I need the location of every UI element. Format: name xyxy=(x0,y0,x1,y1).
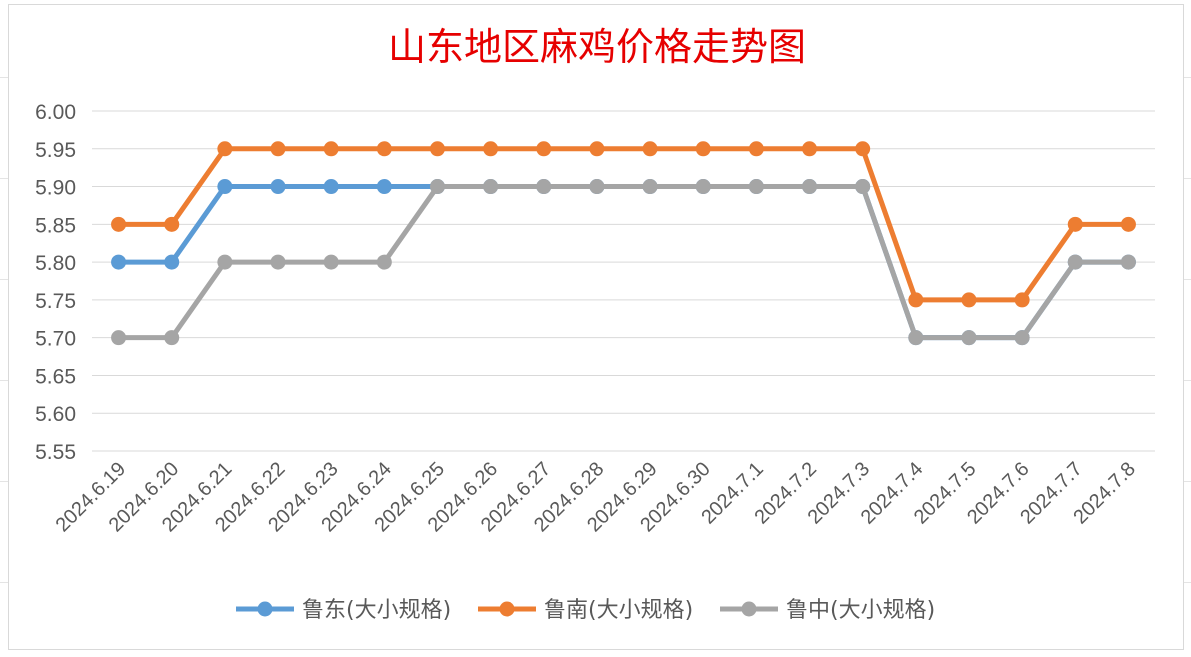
legend-label: 鲁南(大小规格) xyxy=(544,598,693,623)
series-1 xyxy=(111,141,1136,308)
data-point[interactable] xyxy=(270,141,286,157)
data-point[interactable] xyxy=(802,179,818,195)
data-point[interactable] xyxy=(164,216,180,232)
data-point[interactable] xyxy=(429,179,445,195)
data-point[interactable] xyxy=(217,141,233,157)
legend-marker xyxy=(741,601,757,617)
y-tick-label: 5.65 xyxy=(35,365,76,388)
data-point[interactable] xyxy=(536,179,552,195)
data-point[interactable] xyxy=(1067,216,1083,232)
series-line xyxy=(118,184,1129,341)
series-2 xyxy=(111,179,1136,346)
data-point[interactable] xyxy=(429,141,445,157)
y-tick-label: 5.55 xyxy=(35,441,76,464)
data-point[interactable] xyxy=(217,254,233,270)
data-point[interactable] xyxy=(376,179,392,195)
legend-item-0[interactable]: 鲁东(大小规格) xyxy=(236,598,451,623)
x-axis-tick-labels: 2024.6.192024.6.202024.6.212024.6.222024… xyxy=(52,458,1140,536)
data-point[interactable] xyxy=(1120,216,1136,232)
data-point[interactable] xyxy=(748,141,764,157)
data-point[interactable] xyxy=(536,141,552,157)
data-point[interactable] xyxy=(642,141,658,157)
data-point[interactable] xyxy=(111,216,127,232)
chart-title: 山东地区麻鸡价格走势图 xyxy=(388,25,806,69)
legend-item-2[interactable]: 鲁中(大小规格) xyxy=(720,598,935,623)
data-point[interactable] xyxy=(855,179,871,195)
data-point[interactable] xyxy=(908,292,924,308)
y-tick-label: 5.75 xyxy=(35,290,76,313)
data-point[interactable] xyxy=(164,254,180,270)
data-point[interactable] xyxy=(111,330,127,346)
series-lines xyxy=(111,141,1136,346)
legend-label: 鲁东(大小规格) xyxy=(302,598,451,623)
data-point[interactable] xyxy=(1067,254,1083,270)
data-point[interactable] xyxy=(323,254,339,270)
data-point[interactable] xyxy=(111,254,127,270)
legend-marker xyxy=(257,601,273,617)
data-point[interactable] xyxy=(589,179,605,195)
data-point[interactable] xyxy=(1014,292,1030,308)
series-line xyxy=(118,146,1129,303)
data-point[interactable] xyxy=(270,254,286,270)
data-point[interactable] xyxy=(1014,330,1030,346)
y-tick-label: 6.00 xyxy=(35,101,76,124)
data-point[interactable] xyxy=(323,141,339,157)
y-tick-label: 5.60 xyxy=(35,403,76,426)
legend-item-1[interactable]: 鲁南(大小规格) xyxy=(478,598,693,623)
data-point[interactable] xyxy=(855,141,871,157)
legend: 鲁东(大小规格) 鲁南(大小规格) 鲁中(大小规格) xyxy=(236,598,935,623)
data-point[interactable] xyxy=(376,254,392,270)
data-point[interactable] xyxy=(270,179,286,195)
data-point[interactable] xyxy=(589,141,605,157)
data-point[interactable] xyxy=(376,141,392,157)
y-tick-label: 5.85 xyxy=(35,214,76,237)
data-point[interactable] xyxy=(1120,254,1136,270)
y-tick-label: 5.80 xyxy=(35,252,76,275)
data-point[interactable] xyxy=(961,292,977,308)
legend-label: 鲁中(大小规格) xyxy=(786,598,935,623)
data-point[interactable] xyxy=(908,330,924,346)
data-point[interactable] xyxy=(483,179,499,195)
data-point[interactable] xyxy=(748,179,764,195)
data-point[interactable] xyxy=(483,141,499,157)
data-point[interactable] xyxy=(217,179,233,195)
gridlines xyxy=(92,110,1155,452)
data-point[interactable] xyxy=(164,330,180,346)
data-point[interactable] xyxy=(695,179,711,195)
data-point[interactable] xyxy=(642,179,658,195)
data-point[interactable] xyxy=(802,141,818,157)
y-tick-label: 5.70 xyxy=(35,328,76,351)
chart-area[interactable] xyxy=(8,4,1184,650)
data-point[interactable] xyxy=(323,179,339,195)
data-point[interactable] xyxy=(695,141,711,157)
legend-marker xyxy=(499,601,515,617)
y-tick-label: 5.90 xyxy=(35,177,76,200)
data-point[interactable] xyxy=(961,330,977,346)
y-tick-label: 5.95 xyxy=(35,139,76,162)
y-axis-tick-labels: 5.55 5.60 5.65 5.70 5.75 5.80 5.85 5.90 5.95 6.00 xyxy=(35,101,76,464)
